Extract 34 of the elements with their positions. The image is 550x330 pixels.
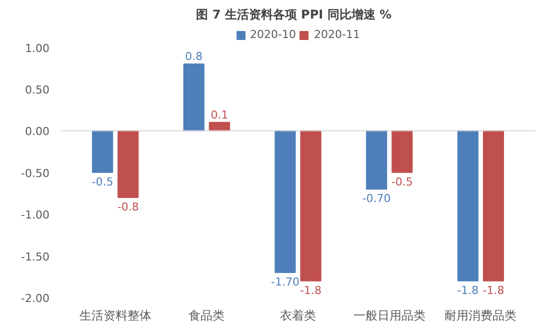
data-label: -0.5 <box>92 175 114 188</box>
x-tick-label: 生活资料整体 <box>79 308 152 322</box>
data-label: -1.8 <box>457 284 479 297</box>
x-tick-label: 耐用消费品类 <box>444 308 517 322</box>
chart-title: 图 7 生活资料各项 PPI 同比增速 % <box>196 8 392 22</box>
bar <box>392 130 413 173</box>
legend-label: 2020-10 <box>250 28 296 41</box>
legend-label: 2020-11 <box>314 28 360 41</box>
data-label: -1.8 <box>482 284 504 297</box>
y-tick-label: -0.50 <box>21 166 50 180</box>
data-label: -1.70 <box>270 275 300 288</box>
data-label: 0.1 <box>210 108 228 122</box>
bar <box>457 130 478 282</box>
data-label: -0.5 <box>391 175 413 188</box>
bar <box>118 130 139 198</box>
y-tick-label: 0.00 <box>25 125 50 138</box>
bar <box>366 130 388 190</box>
bar <box>183 64 204 132</box>
y-tick-label: -2.00 <box>21 292 50 305</box>
data-label: -1.8 <box>300 284 322 297</box>
bar <box>300 130 322 282</box>
y-tick-label: -1.50 <box>21 250 50 264</box>
x-tick-label: 一般日用品类 <box>353 308 426 322</box>
data-label: 0.8 <box>185 50 203 64</box>
bar <box>482 130 504 282</box>
bar <box>274 130 296 273</box>
y-tick-label: 0.50 <box>25 84 50 97</box>
data-label: -0.70 <box>362 192 391 206</box>
y-tick-label: 1.00 <box>25 42 50 55</box>
bar <box>92 130 114 173</box>
data-label: -0.8 <box>117 200 139 214</box>
x-tick-label: 衣着类 <box>280 308 316 322</box>
x-tick-label: 食品类 <box>188 308 225 322</box>
y-tick-label: -1.00 <box>21 208 50 222</box>
